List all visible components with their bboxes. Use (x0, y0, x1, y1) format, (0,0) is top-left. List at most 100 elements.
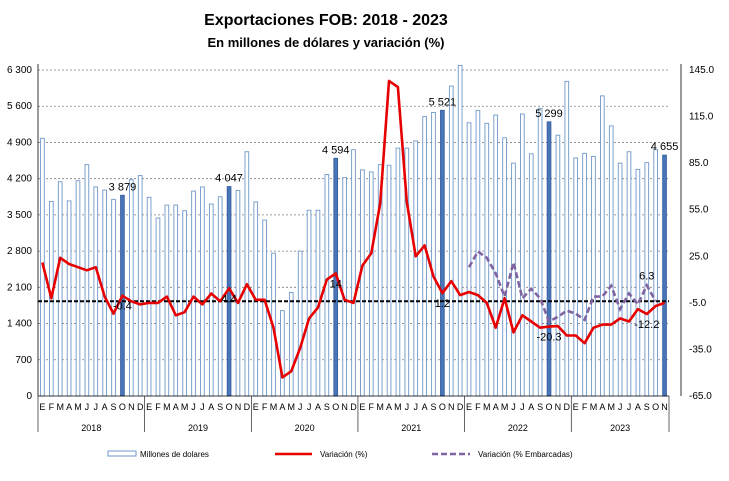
month-tick-label: J (94, 402, 99, 412)
month-tick-label: M (501, 402, 509, 412)
month-tick-label: J (85, 402, 90, 412)
y-right-tick-label: 25.0 (689, 251, 709, 262)
month-tick-label: A (493, 402, 499, 412)
line-value-label: 14 (330, 278, 342, 290)
month-tick-label: A (528, 402, 534, 412)
month-tick-label: N (555, 402, 562, 412)
bar (342, 177, 347, 397)
bar (111, 198, 116, 397)
bar (520, 113, 525, 397)
month-tick-label: O (439, 402, 446, 412)
y-left-tick-label: 2 100 (7, 282, 32, 293)
month-tick-label: M (288, 402, 296, 412)
month-tick-label: S (430, 402, 436, 412)
month-tick-label: M (163, 402, 171, 412)
legend-label: Variación (% Embarcadas) (478, 450, 573, 459)
month-tick-label: D (244, 402, 251, 412)
bar (93, 186, 99, 397)
month-tick-label: S (324, 402, 330, 412)
month-tick-label: A (66, 402, 72, 412)
month-tick-label: M (607, 402, 615, 412)
month-tick-label: M (56, 402, 64, 412)
month-tick-label: N (128, 402, 135, 412)
bar (626, 151, 632, 397)
month-tick-label: D (564, 402, 571, 412)
bar (386, 164, 392, 397)
line-value-label: -20.3 (536, 332, 561, 344)
bar (600, 95, 605, 397)
bar (528, 153, 534, 397)
bar (431, 111, 436, 397)
month-tick-label: N (235, 402, 242, 412)
month-tick-label: J (307, 402, 312, 412)
bar (493, 114, 499, 397)
bar (413, 140, 419, 397)
bar (191, 190, 196, 397)
month-tick-label: S (537, 402, 543, 412)
y-right-tick-label: -65.0 (689, 391, 712, 402)
month-tick-label: F (369, 402, 375, 412)
line-value-label: -0.4 (113, 301, 132, 313)
month-tick-label: J (200, 402, 205, 412)
month-tick-label: E (146, 402, 152, 412)
month-tick-label: E (466, 402, 472, 412)
y-left-tick-label: 1 400 (7, 319, 32, 330)
y-left-tick-label: 5 600 (7, 101, 32, 112)
month-tick-label: N (661, 402, 668, 412)
month-tick-label: D (350, 402, 357, 412)
month-tick-label: O (119, 402, 126, 412)
y-right-tick-label: -5.0 (689, 298, 707, 309)
legend-label: Millones de dolares (140, 450, 209, 459)
bar (360, 169, 365, 397)
bar (422, 116, 427, 397)
bar (555, 134, 561, 397)
bar (66, 200, 72, 397)
y-left-tick-label: 0 (26, 391, 32, 402)
month-tick-label: S (217, 402, 223, 412)
month-tick-label: M (376, 402, 384, 412)
year-label: 2022 (508, 423, 528, 433)
bar (368, 171, 374, 397)
bar-value-label: 4 047 (215, 173, 243, 185)
month-tick-label: O (332, 402, 339, 412)
bar (457, 64, 463, 397)
month-tick-label: E (39, 402, 45, 412)
bar (306, 209, 312, 397)
month-tick-label: M (74, 402, 82, 412)
bar (280, 310, 285, 397)
month-tick-label: A (102, 402, 108, 412)
month-tick-label: A (315, 402, 321, 412)
year-label: 2023 (610, 423, 630, 433)
bar (200, 186, 205, 397)
y-right-tick-label: -35.0 (689, 344, 712, 355)
month-tick-label: F (155, 402, 161, 412)
y-right-tick-label: 55.0 (689, 205, 709, 216)
bar (662, 154, 667, 397)
bar-value-label: 5 299 (535, 108, 563, 120)
month-tick-label: J (191, 402, 196, 412)
embarcadas-line (467, 249, 657, 324)
y-left-tick-label: 4 200 (7, 174, 32, 185)
y-right-tick-label: 85.0 (689, 158, 709, 169)
bar (635, 168, 641, 397)
month-tick-label: M (181, 402, 189, 412)
month-tick-label: J (520, 402, 525, 412)
y-left-tick-label: 3 500 (7, 210, 32, 221)
month-tick-label: A (386, 402, 392, 412)
legend-bar-swatch (107, 450, 137, 457)
month-tick-label: O (546, 402, 553, 412)
month-tick-label: F (475, 402, 481, 412)
y-left-tick-label: 4 900 (7, 137, 32, 148)
bar (208, 203, 214, 397)
month-tick-label: N (341, 402, 348, 412)
month-tick-label: S (111, 402, 117, 412)
month-tick-label: A (599, 402, 605, 412)
month-tick-label: F (582, 402, 588, 412)
bar (244, 151, 250, 397)
bar (84, 164, 90, 397)
y-left-tick-label: 6 300 (7, 65, 32, 76)
variation-line (41, 79, 666, 379)
y-right-tick-label: 115.0 (689, 112, 714, 123)
